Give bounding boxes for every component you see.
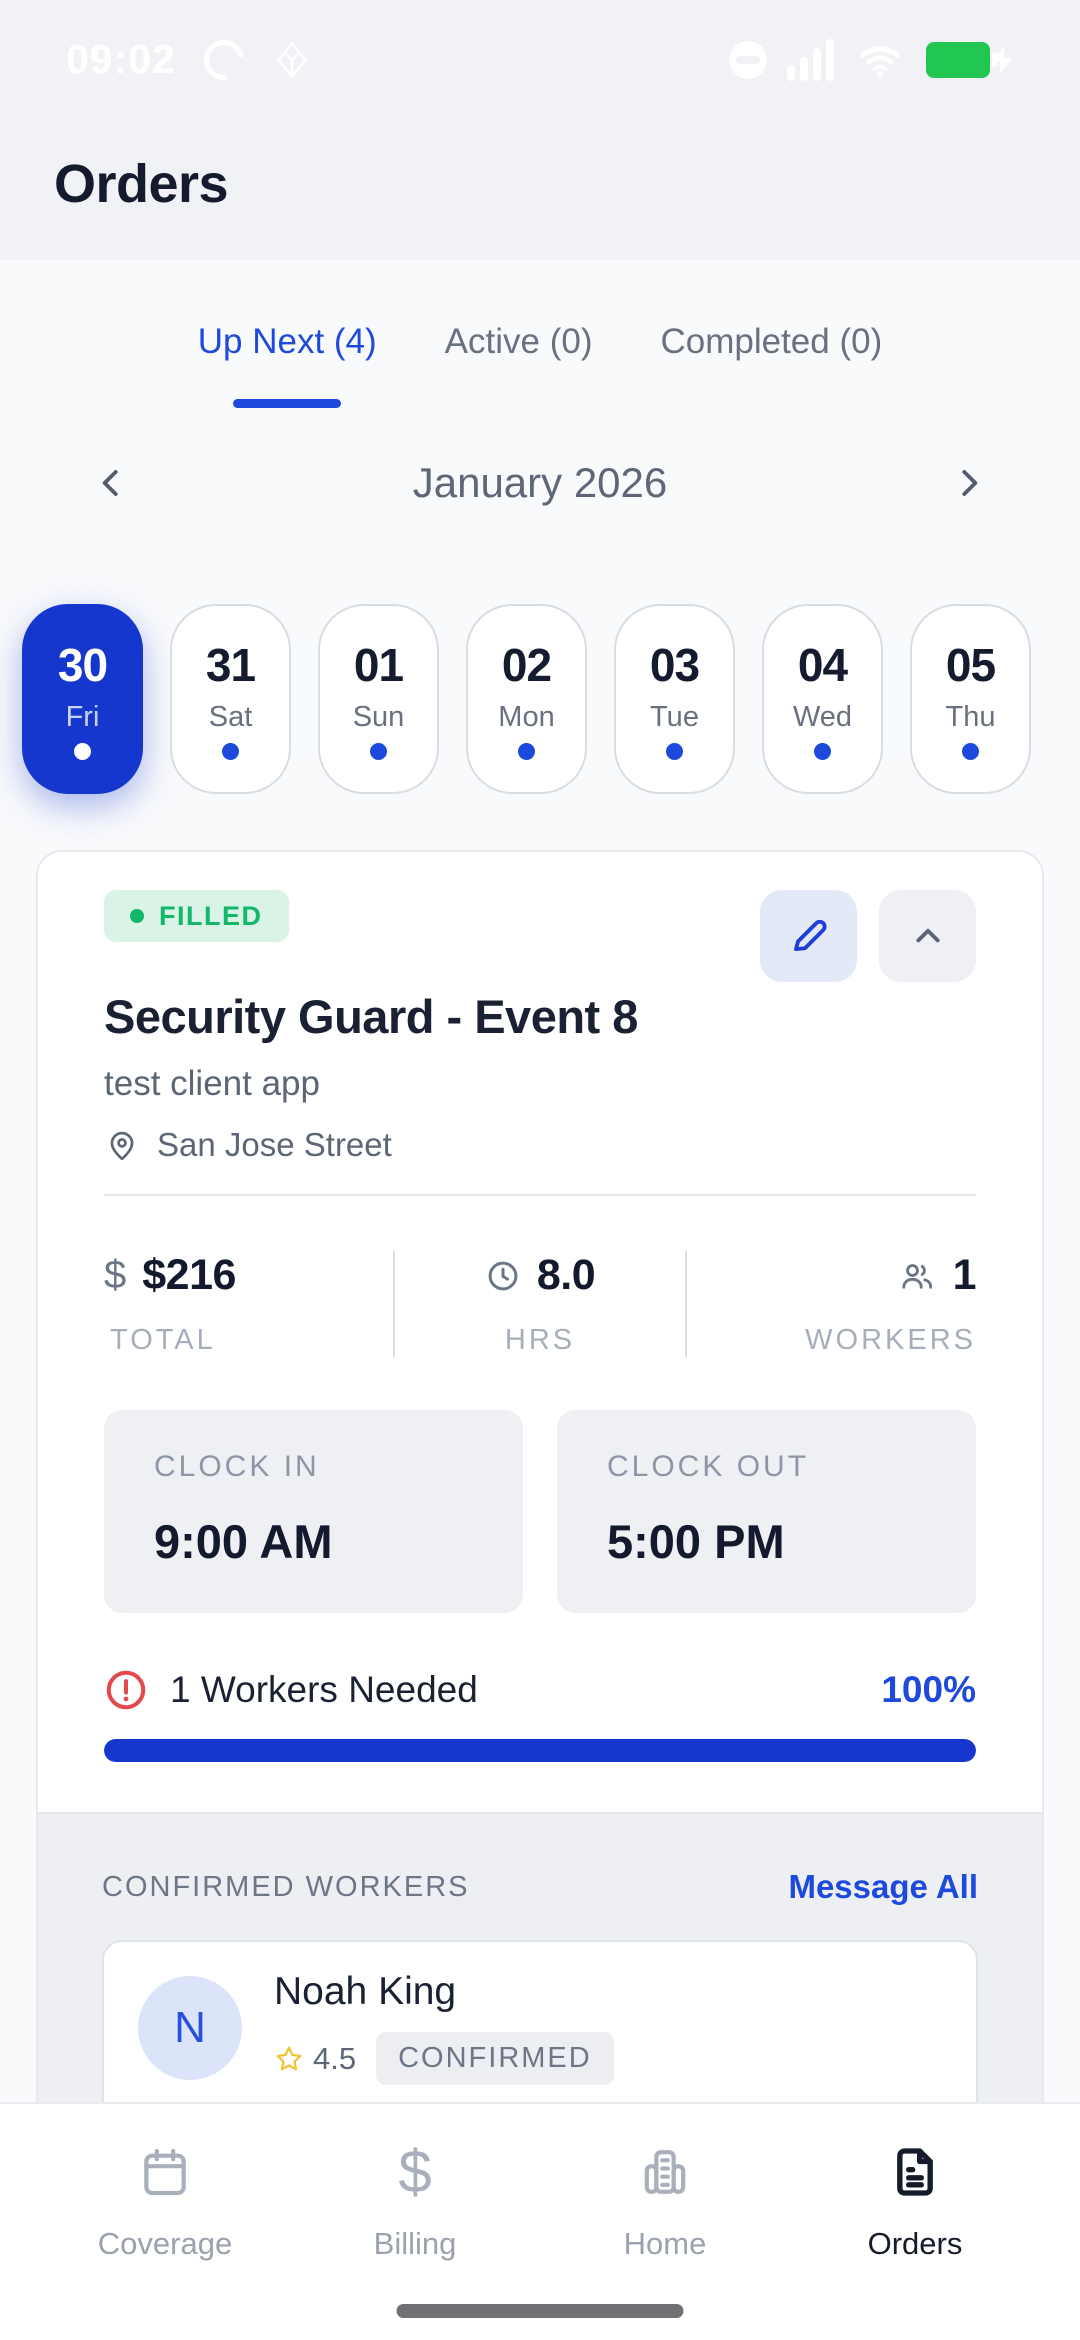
gem-icon (272, 40, 312, 80)
month-label: January 2026 (412, 459, 668, 506)
day-dot (814, 743, 831, 760)
day-dot (962, 743, 979, 760)
stat-total: $ $216 TOTAL (104, 1251, 236, 1357)
document-icon (897, 2148, 933, 2196)
client-name: test client app (104, 1064, 320, 1104)
do-not-disturb-icon (729, 40, 767, 79)
clock-in-time: 9:00 AM (154, 1515, 333, 1569)
day-dot (666, 743, 683, 760)
star-icon (276, 2046, 302, 2070)
day-pill-03[interactable]: 03 Tue (614, 604, 735, 794)
avatar: N (138, 1975, 242, 2080)
edit-order-button[interactable] (760, 890, 857, 982)
home-indicator[interactable] (396, 2304, 684, 2318)
clock-out-time: 5:00 PM (607, 1515, 785, 1569)
edit-pencil-icon (793, 919, 827, 951)
worker-row[interactable]: N Noah King 4.5 CONFIRMED (102, 1940, 978, 2128)
day-pill-30[interactable]: 30 Fri (22, 604, 143, 794)
previous-month-button[interactable] (92, 464, 130, 502)
nav-item-coverage[interactable]: Coverage (40, 2104, 290, 2340)
chevron-up-icon (915, 928, 940, 943)
clock-icon (488, 1261, 518, 1290)
worker-name: Noah King (274, 1970, 457, 2014)
collapse-card-button[interactable] (879, 890, 976, 982)
stat-hours: 8.0 HRS (393, 1251, 684, 1358)
location-text: San Jose Street (157, 1126, 392, 1164)
alert-icon (106, 1670, 146, 1710)
day-dot (74, 743, 91, 760)
status-bar: 09:02 (0, 0, 1080, 105)
dollar-icon: $ (104, 1253, 127, 1298)
day-dot (518, 743, 535, 760)
status-time: 09:02 (66, 36, 176, 82)
loading-spinner-icon (196, 31, 252, 88)
nav-item-billing[interactable]: $ Billing (373, 2138, 457, 2262)
day-pill-04[interactable]: 04 Wed (762, 604, 883, 794)
stat-workers: 1 WORKERS (684, 1251, 976, 1358)
worker-status-badge: CONFIRMED (376, 2032, 614, 2086)
signal-icon (787, 38, 834, 81)
calendar-icon (144, 2148, 186, 2196)
clock-in-box: CLOCK IN 9:00 AM (104, 1410, 523, 1614)
divider (104, 1194, 976, 1197)
status-badge: FILLED (104, 890, 289, 942)
message-all-link[interactable]: Message All (788, 1868, 978, 1906)
fill-progress-value (104, 1739, 976, 1763)
active-tab-underline (233, 399, 342, 408)
bottom-nav: Coverage $ Billing Home Orders (0, 2102, 1080, 2340)
fill-progress-bar (104, 1739, 976, 1763)
fill-percent: 100% (881, 1669, 976, 1711)
workers-needed-text: 1 Workers Needed (170, 1669, 478, 1711)
page-title: Orders (54, 154, 229, 214)
day-dot (370, 743, 387, 760)
order-title: Security Guard - Event 8 (104, 990, 638, 1043)
order-card: FILLED Security Guard - Event 8 test cli… (36, 850, 1044, 2190)
nav-item-orders[interactable]: Orders (790, 2104, 1040, 2340)
battery-icon (926, 40, 1020, 80)
order-stats: $ $216 TOTAL 8.0 HRS (104, 1251, 976, 1358)
status-dot-icon (130, 909, 144, 923)
day-carousel: 30 Fri 31 Sat 01 Sun 02 Mon 03 Tue 04 We… (0, 604, 1080, 794)
day-pill-31[interactable]: 31 Sat (170, 604, 291, 794)
worker-rating: 4.5 (274, 2041, 356, 2077)
top-strip: 09:02 (0, 0, 1080, 260)
tab-completed[interactable]: Completed (0) (660, 322, 883, 361)
workers-icon (901, 1263, 932, 1289)
building-icon (644, 2150, 686, 2194)
tab-up-next[interactable]: Up Next (4) (198, 322, 377, 408)
nav-item-home[interactable]: Home (540, 2104, 790, 2340)
location-pin-icon (110, 1131, 134, 1161)
next-month-button[interactable] (950, 464, 988, 502)
day-dot (222, 743, 239, 760)
confirmed-workers-heading: CONFIRMED WORKERS (102, 1870, 470, 1903)
month-navigation: January 2026 (0, 408, 1080, 558)
day-pill-02[interactable]: 02 Mon (466, 604, 587, 794)
dollar-icon: $ (398, 2138, 432, 2205)
day-pill-01[interactable]: 01 Sun (318, 604, 439, 794)
tab-bar: Up Next (4) Active (0) Completed (0) (0, 260, 1080, 408)
clock-out-box: CLOCK OUT 5:00 PM (557, 1410, 976, 1614)
wifi-icon (854, 38, 906, 82)
day-pill-05[interactable]: 05 Thu (910, 604, 1031, 794)
tab-active[interactable]: Active (0) (444, 322, 593, 361)
